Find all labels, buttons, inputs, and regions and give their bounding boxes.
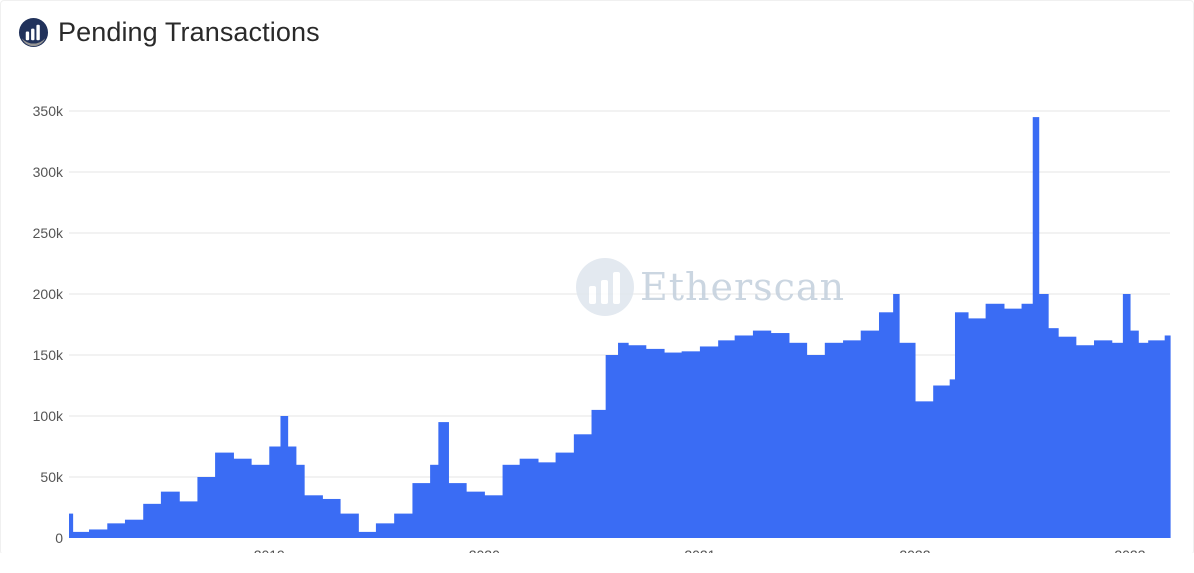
bar [412, 483, 431, 538]
y-tick-label: 150k [33, 347, 64, 363]
bar [1075, 345, 1095, 538]
bar [1122, 294, 1131, 538]
watermark-text: Etherscan [640, 265, 845, 309]
bar [605, 355, 619, 538]
bar [1111, 342, 1124, 538]
bar [954, 312, 969, 538]
bar [573, 434, 593, 538]
bar [681, 351, 701, 538]
bar [1094, 340, 1113, 538]
bar [502, 464, 521, 538]
bar [69, 513, 74, 538]
bar [628, 345, 647, 538]
bar [1164, 335, 1171, 538]
y-tick-label: 250k [33, 225, 64, 241]
y-axis: 0 50k 100k 150k 200k 250k 300k 350k [33, 103, 64, 546]
bar [788, 342, 808, 538]
bar [233, 458, 252, 538]
bar [304, 495, 323, 538]
bar [466, 491, 485, 538]
chart-header: Pending Transactions [18, 17, 320, 48]
bar [339, 513, 359, 538]
bar [824, 342, 844, 538]
bar [287, 446, 297, 538]
bar [699, 346, 719, 538]
bar [1032, 117, 1040, 538]
bar [358, 531, 377, 538]
bar [179, 501, 199, 538]
bar [1038, 294, 1049, 538]
bar [448, 483, 467, 538]
bar [124, 519, 144, 538]
bar [893, 294, 900, 538]
bar [899, 342, 916, 538]
y-tick-label: 100k [33, 408, 64, 424]
bar [933, 385, 951, 538]
bar [1021, 303, 1034, 538]
bar [1003, 308, 1023, 538]
y-tick-label: 50k [40, 469, 64, 485]
y-tick-label: 300k [33, 164, 64, 180]
bar [806, 355, 826, 538]
bar [914, 401, 934, 538]
bottom-strip [0, 553, 1194, 573]
bar [280, 416, 289, 538]
bar [89, 529, 108, 538]
bar [143, 503, 162, 538]
bar [484, 495, 504, 538]
bar-series [69, 117, 1171, 538]
bar [949, 379, 956, 538]
bar [322, 498, 341, 538]
bar [645, 348, 665, 538]
watermark: Etherscan [576, 258, 845, 316]
bar [519, 458, 539, 538]
bar [107, 523, 126, 538]
bar [1148, 340, 1166, 538]
bar [734, 335, 754, 538]
bar [770, 333, 790, 538]
bar [878, 312, 894, 538]
bar [160, 491, 180, 538]
bar [1138, 342, 1149, 538]
y-tick-label: 350k [33, 103, 64, 119]
bar [860, 330, 880, 538]
bar [537, 462, 557, 538]
bar [430, 464, 439, 538]
y-tick-label: 200k [33, 286, 64, 302]
watermark-logo-icon [576, 258, 634, 316]
bar [269, 446, 282, 538]
bar [394, 513, 414, 538]
bar [752, 330, 772, 538]
bar [618, 342, 629, 538]
bar [375, 523, 395, 538]
bar [251, 464, 270, 538]
bar [1048, 328, 1059, 538]
bar [967, 318, 987, 538]
bar [197, 477, 216, 538]
bar [438, 422, 449, 538]
bar [1129, 330, 1139, 538]
bar [555, 452, 575, 538]
bar [1058, 336, 1077, 538]
bar [985, 303, 1005, 538]
bar [843, 340, 862, 538]
bar [718, 340, 736, 538]
bar [591, 409, 607, 538]
bar [295, 464, 305, 538]
page-title: Pending Transactions [58, 17, 320, 47]
etherscan-logo-icon [18, 17, 49, 48]
y-tick-label: 0 [55, 530, 63, 546]
bar [663, 352, 683, 538]
bar [72, 531, 90, 538]
bar [215, 452, 234, 538]
